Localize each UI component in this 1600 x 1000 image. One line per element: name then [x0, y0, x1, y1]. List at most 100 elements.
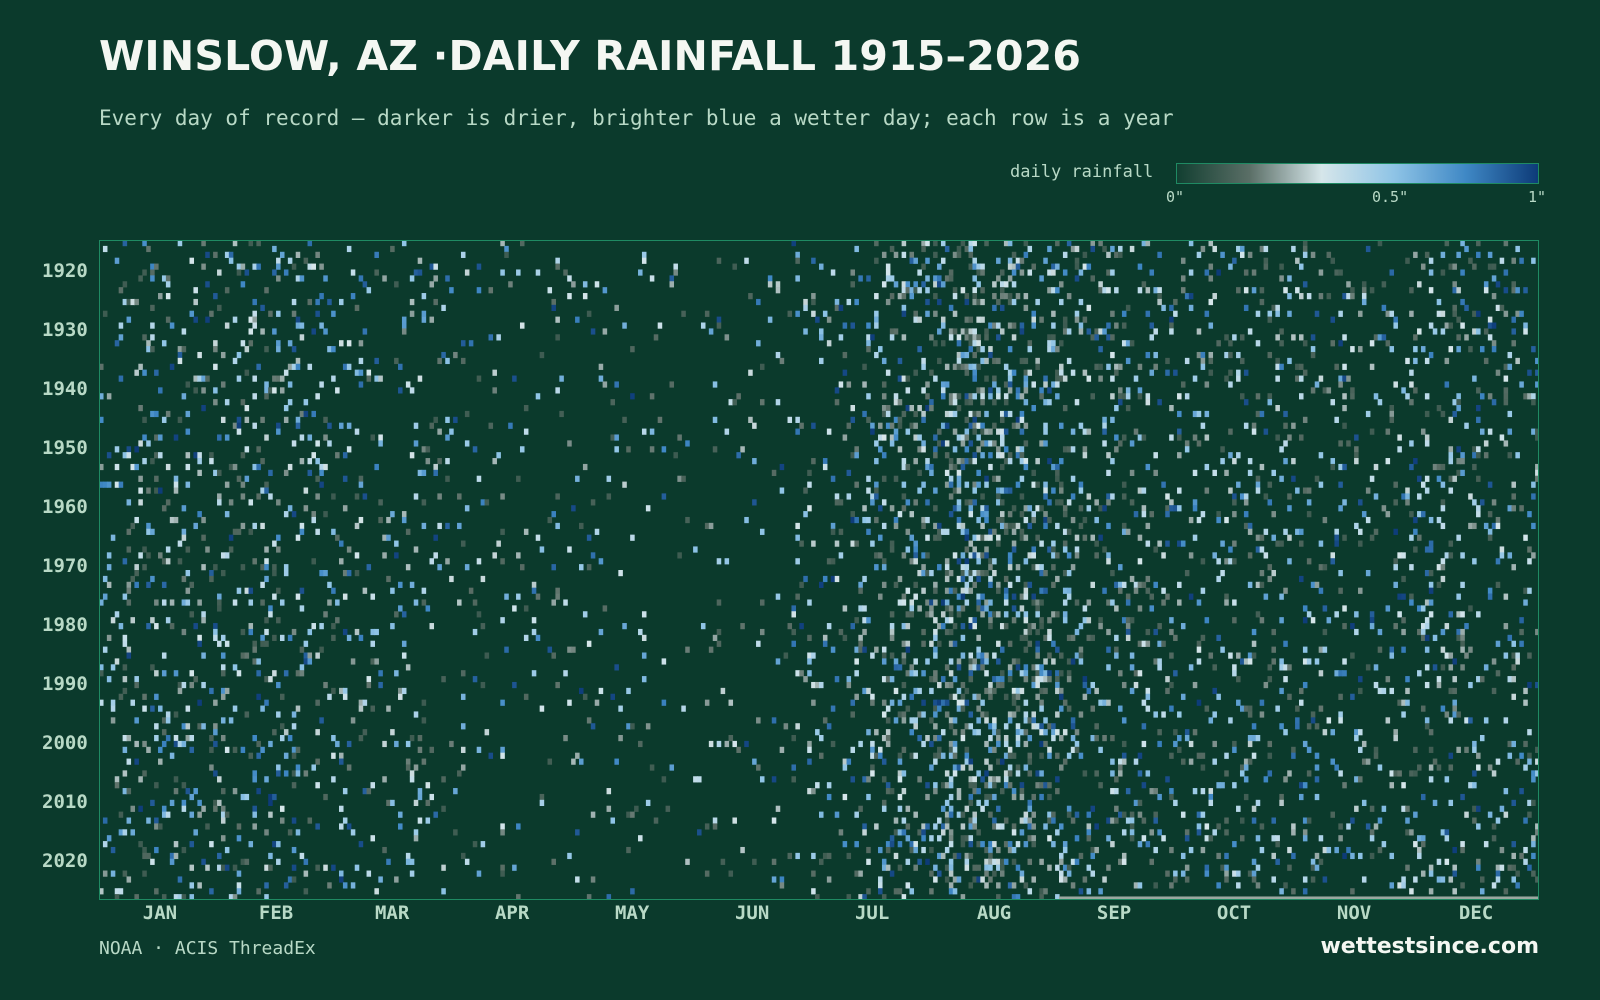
heatmap-cell [189, 894, 195, 900]
heatmap-cell [173, 841, 179, 848]
heatmap-cell [1460, 240, 1465, 247]
heatmap-cell [1110, 375, 1115, 382]
heatmap-cell [1365, 245, 1371, 253]
heatmap-cell [791, 735, 796, 742]
heatmap-cell [1082, 770, 1088, 777]
heatmap-cell [1098, 617, 1103, 624]
heatmap-cell [1389, 405, 1395, 412]
heatmap-cell [917, 434, 922, 441]
heatmap-cell [1007, 770, 1013, 777]
brand-link[interactable]: wettestsince.com [1320, 934, 1539, 959]
heatmap-cell [1361, 740, 1367, 748]
heatmap-cell [984, 599, 989, 606]
heatmap-cell [929, 846, 934, 854]
heatmap-cell [1440, 499, 1446, 506]
heatmap-cell [1007, 369, 1013, 376]
heatmap-cell [881, 564, 887, 571]
heatmap-cell [783, 652, 789, 659]
heatmap-cell [1149, 593, 1155, 600]
heatmap-cell [276, 422, 281, 429]
heatmap-cell [1503, 888, 1509, 895]
heatmap-cell [398, 363, 403, 370]
heatmap-cell [342, 452, 348, 459]
heatmap-cell [457, 770, 462, 777]
heatmap-cell [1342, 658, 1347, 665]
heatmap-cell [878, 752, 883, 759]
heatmap-cell [1062, 511, 1068, 518]
heatmap-cell [122, 788, 128, 795]
heatmap-cell [960, 823, 966, 830]
heatmap-cell [1251, 805, 1257, 812]
heatmap-cell [354, 369, 360, 376]
heatmap-cell [201, 564, 206, 571]
heatmap-cell [315, 823, 320, 830]
heatmap-cell [1051, 287, 1056, 294]
heatmap-cell [1102, 699, 1107, 706]
heatmap-cell [1322, 729, 1328, 736]
heatmap-cell [492, 387, 497, 394]
heatmap-cell [980, 440, 985, 447]
heatmap-cell [1369, 623, 1375, 630]
heatmap-cell [252, 811, 257, 818]
heatmap-cell [224, 322, 230, 329]
heatmap-cell [1157, 540, 1162, 547]
heatmap-cell [901, 788, 907, 795]
heatmap-cell [146, 528, 151, 535]
heatmap-cell [1338, 693, 1343, 700]
heatmap-cell [173, 740, 179, 748]
heatmap-cell [913, 310, 918, 317]
heatmap-cell [1456, 287, 1461, 294]
heatmap-cell [126, 316, 132, 323]
heatmap-cell [1511, 481, 1516, 488]
heatmap-cell [1361, 287, 1367, 294]
heatmap-cell [1015, 687, 1021, 695]
heatmap-cell [1003, 776, 1009, 783]
heatmap-cell [1306, 511, 1312, 518]
heatmap-cell [937, 357, 942, 365]
heatmap-cell [1263, 428, 1269, 435]
heatmap-cell [980, 605, 985, 612]
heatmap-cell [264, 287, 269, 294]
heatmap-cell [984, 410, 989, 418]
heatmap-cell [948, 463, 954, 471]
heatmap-cell [1243, 422, 1249, 429]
heatmap-cell [279, 723, 285, 730]
heatmap-cell [1263, 776, 1269, 783]
heatmap-cell [1196, 516, 1202, 524]
heatmap-cell [1397, 446, 1402, 453]
heatmap-cell [531, 670, 537, 677]
heatmap-cell [193, 829, 198, 836]
heatmap-cell [146, 245, 151, 253]
heatmap-cell [146, 852, 151, 860]
heatmap-cell [795, 852, 800, 860]
heatmap-cell [1055, 381, 1060, 388]
heatmap-cell [964, 752, 970, 759]
heatmap-cell [1216, 558, 1221, 565]
heatmap-cell [952, 363, 958, 370]
heatmap-cell [1523, 740, 1528, 748]
heatmap-cell [1059, 375, 1064, 382]
heatmap-cell [1090, 240, 1096, 247]
heatmap-cell [881, 658, 887, 665]
heatmap-cell [1141, 240, 1147, 247]
heatmap-cell [126, 599, 132, 606]
heatmap-cell [1369, 287, 1375, 294]
heatmap-cell [1047, 723, 1052, 730]
heatmap-cell [158, 487, 163, 494]
heatmap-cell [1055, 522, 1060, 530]
heatmap-cell [1385, 717, 1391, 724]
heatmap-cell [1110, 334, 1115, 341]
heatmap-cell [913, 287, 918, 294]
heatmap-cell [1098, 699, 1103, 706]
heatmap-cell [476, 375, 482, 382]
heatmap-cell [299, 334, 305, 341]
heatmap-cell [1011, 699, 1017, 706]
heatmap-cell [1035, 693, 1040, 700]
heatmap-cell [1074, 316, 1080, 323]
heatmap-cell [1011, 658, 1017, 665]
heatmap-cell [1027, 552, 1033, 559]
heatmap-cell [99, 463, 104, 471]
heatmap-cell [897, 422, 903, 429]
heatmap-cell [1330, 463, 1336, 471]
heatmap-cell [964, 316, 970, 323]
